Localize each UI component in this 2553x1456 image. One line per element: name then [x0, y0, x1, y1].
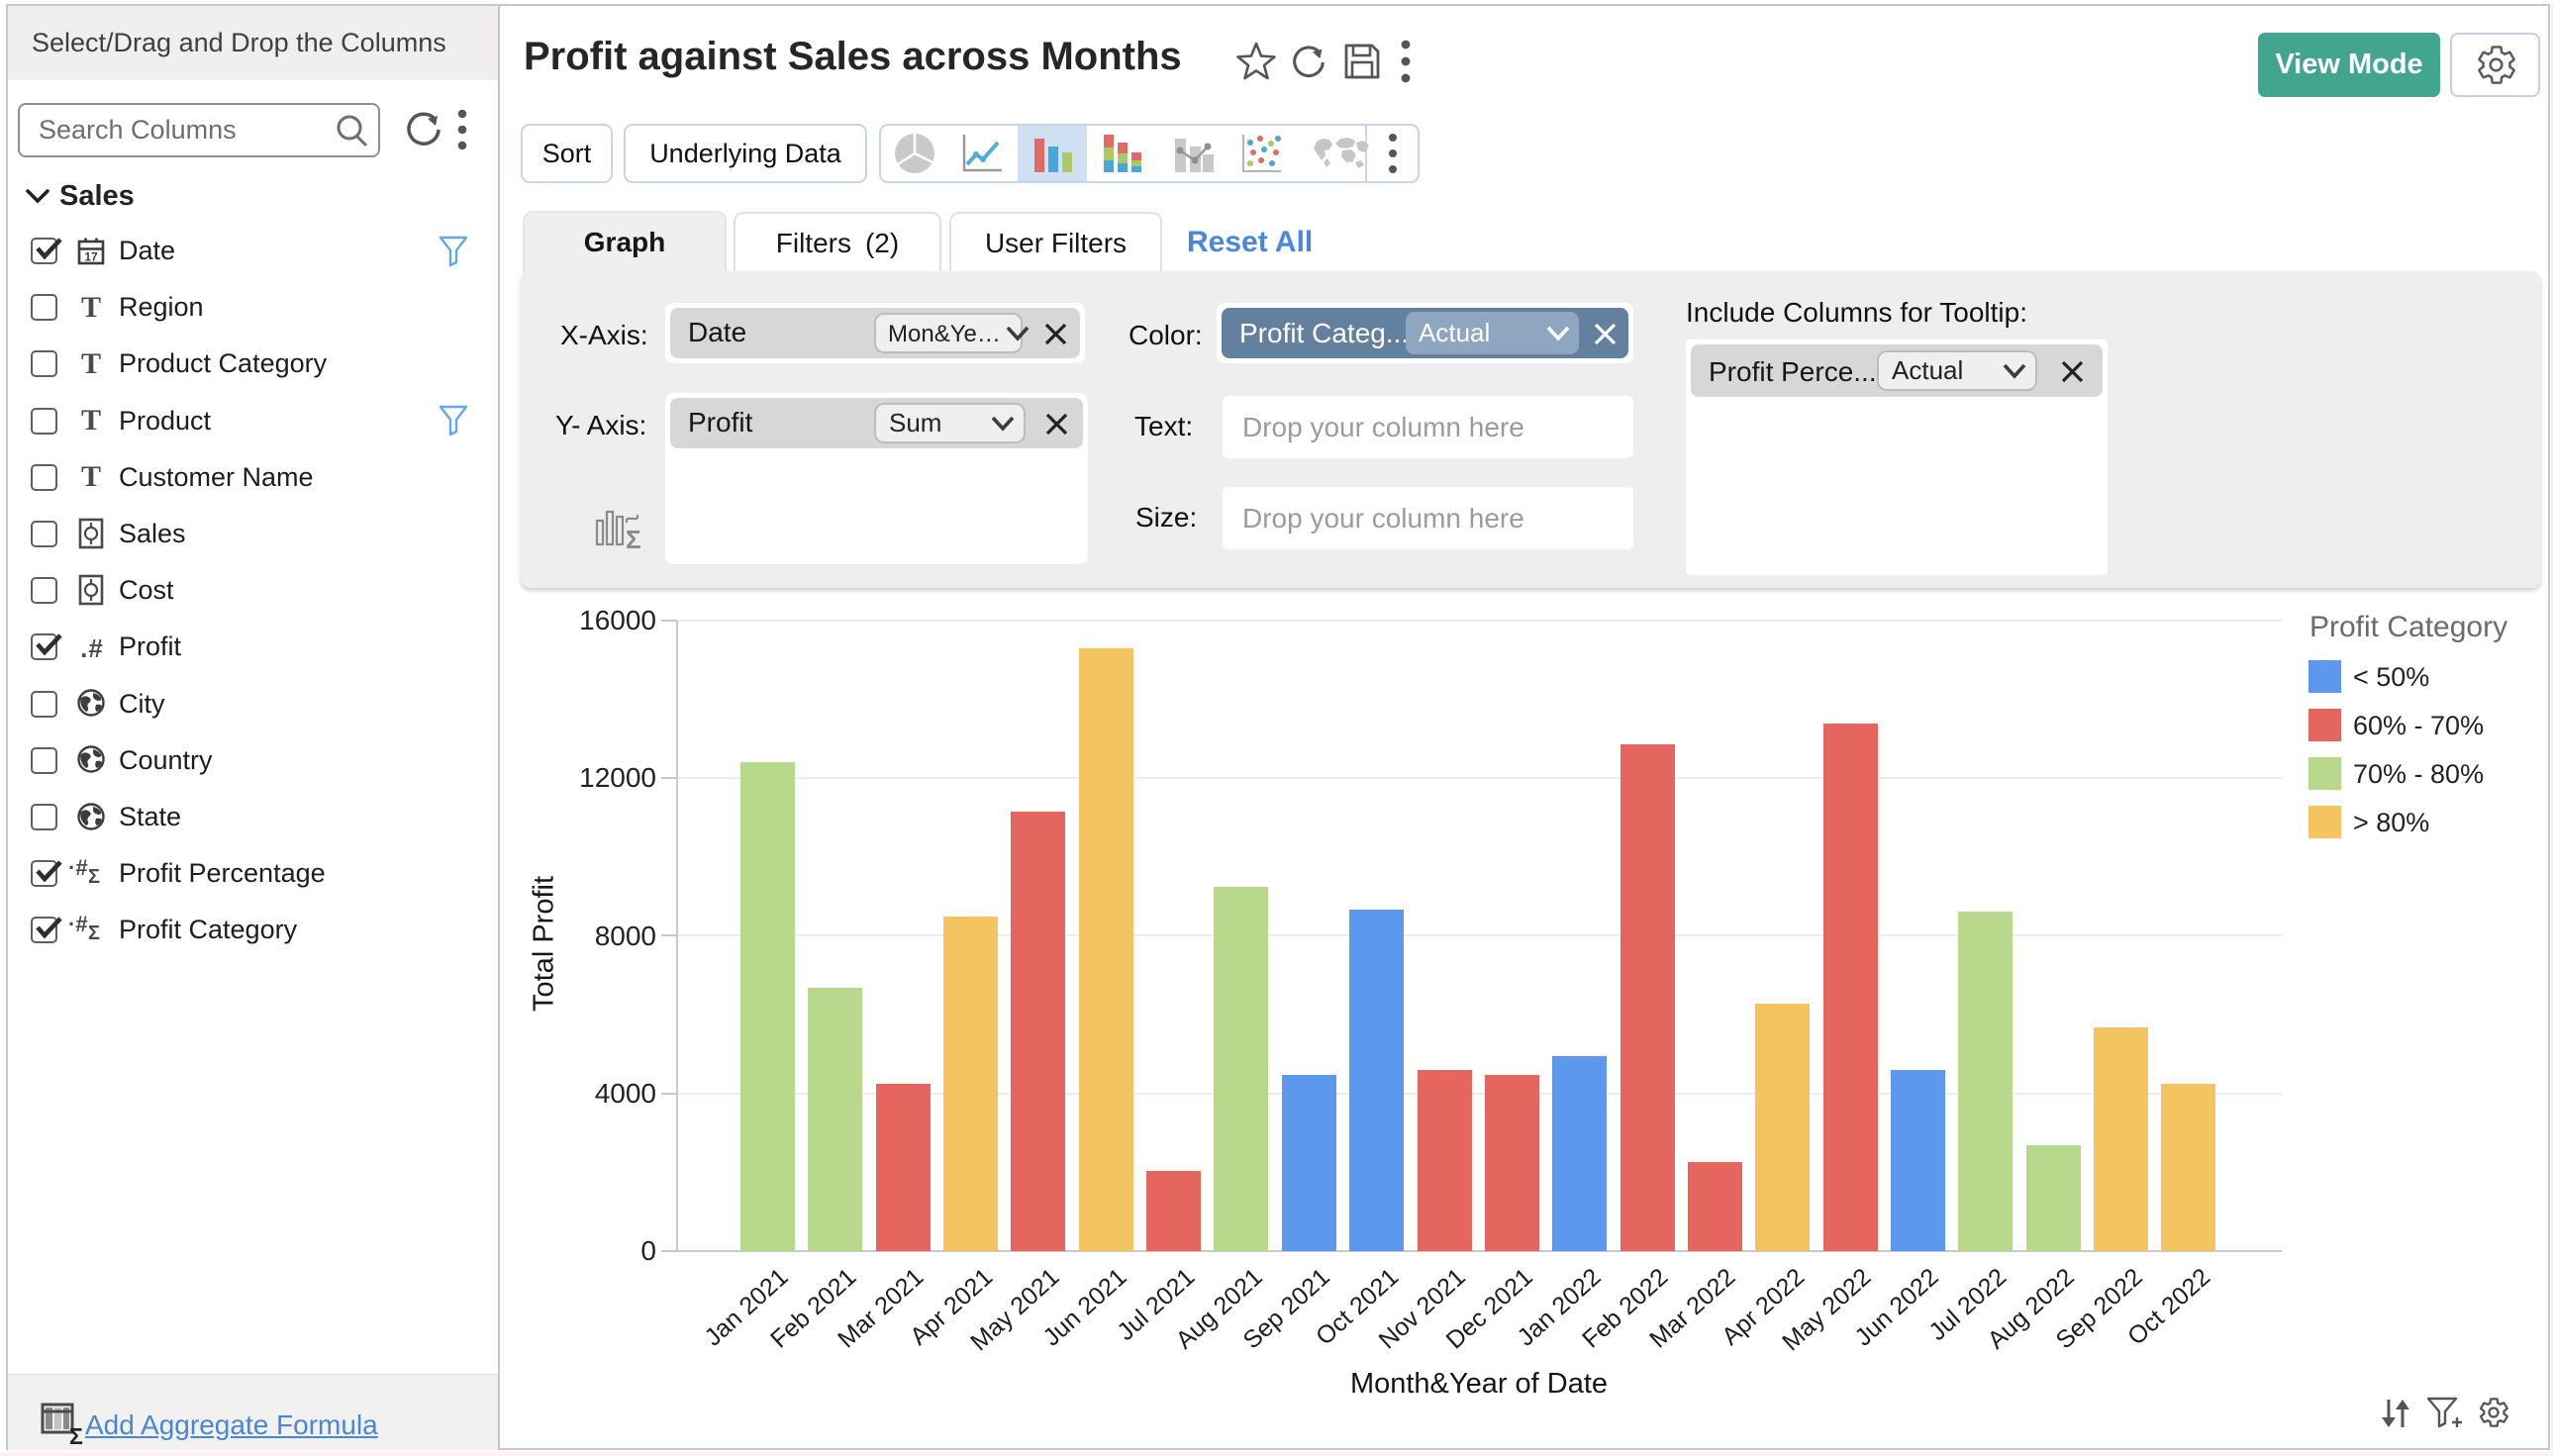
svg-text:Σ: Σ: [69, 1423, 83, 1446]
svg-text:17: 17: [84, 250, 98, 264]
svg-text:Σ: Σ: [626, 525, 641, 550]
